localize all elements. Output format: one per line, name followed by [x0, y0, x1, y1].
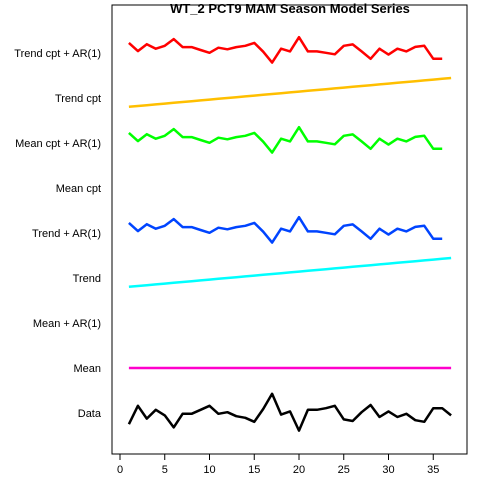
x-tick-label: 35 [427, 464, 439, 476]
x-tick-label: 10 [203, 464, 215, 476]
series-line [128, 125, 443, 154]
series-line [128, 215, 443, 244]
row-label: Mean [73, 363, 101, 375]
row-labels: Trend cpt + AR(1) Trend cpt Mean cpt + AR(… [14, 48, 102, 420]
row-label: Mean cpt + AR(1) [15, 138, 101, 150]
x-tick-label: 0 [117, 464, 123, 476]
series-lines [127, 35, 452, 432]
x-tick-label: 30 [382, 464, 394, 476]
x-tick-label: 5 [162, 464, 168, 476]
x-tick-label: 20 [293, 464, 305, 476]
series-line [128, 35, 443, 64]
plot-frame [111, 4, 468, 455]
row-label: Trend + AR(1) [32, 228, 101, 240]
row-label: Trend [73, 273, 101, 285]
row-label: Mean cpt [56, 183, 101, 195]
row-label: Trend cpt [55, 93, 101, 105]
x-tick-label: 25 [338, 464, 350, 476]
chart-title: WT_2 PCT9 MAM Season Model Series [170, 1, 410, 16]
row-label: Data [78, 408, 102, 420]
row-label: Trend cpt + AR(1) [14, 48, 101, 60]
series-line [128, 256, 452, 289]
series-line [127, 392, 452, 432]
x-axis: 0 5 10 15 20 25 30 35 [117, 453, 439, 476]
row-label: Mean + AR(1) [33, 318, 101, 330]
x-tick-label: 15 [248, 464, 260, 476]
series-line [128, 76, 452, 109]
